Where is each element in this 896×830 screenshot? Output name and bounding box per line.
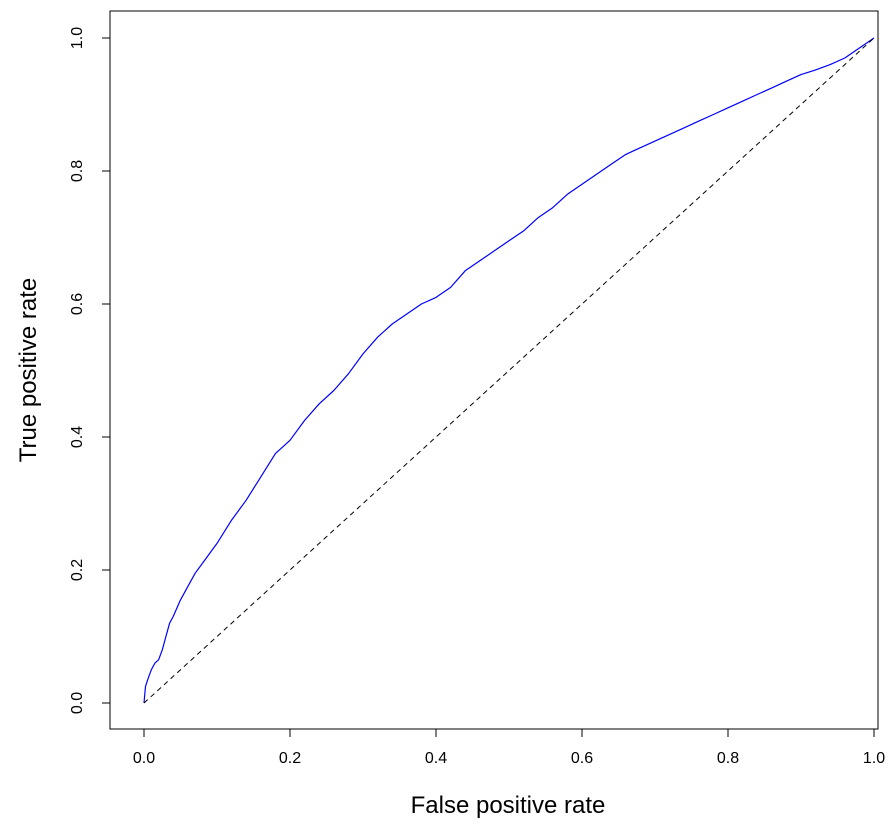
- diagonal-reference-line: [143, 37, 875, 704]
- x-axis-title: False positive rate: [411, 792, 606, 819]
- y-tick-label: 0.4: [69, 426, 86, 448]
- x-tick-label: 0.4: [425, 750, 447, 767]
- x-tick-label: 0.6: [571, 750, 593, 767]
- x-tick-label: 1.0: [863, 750, 885, 767]
- x-tick-label: 0.8: [717, 750, 739, 767]
- y-tick-label: 0.0: [69, 692, 86, 714]
- x-tick-label: 0.2: [279, 750, 301, 767]
- plot-area: [143, 37, 875, 704]
- x-tick-label: 0.0: [133, 750, 155, 767]
- y-tick-label: 0.2: [69, 559, 86, 581]
- y-tick-label: 1.0: [69, 27, 86, 49]
- y-tick-label: 0.8: [69, 160, 86, 182]
- roc-curve-line: [143, 37, 875, 704]
- plot-frame: [109, 10, 879, 730]
- y-axis-title: True positive rate: [15, 278, 42, 463]
- y-axis: 0.0 0.2 0.4 0.6 0.8 1.0: [69, 27, 111, 714]
- y-tick-label: 0.6: [69, 293, 86, 315]
- x-axis: 0.0 0.2 0.4 0.6 0.8 1.0: [133, 728, 885, 767]
